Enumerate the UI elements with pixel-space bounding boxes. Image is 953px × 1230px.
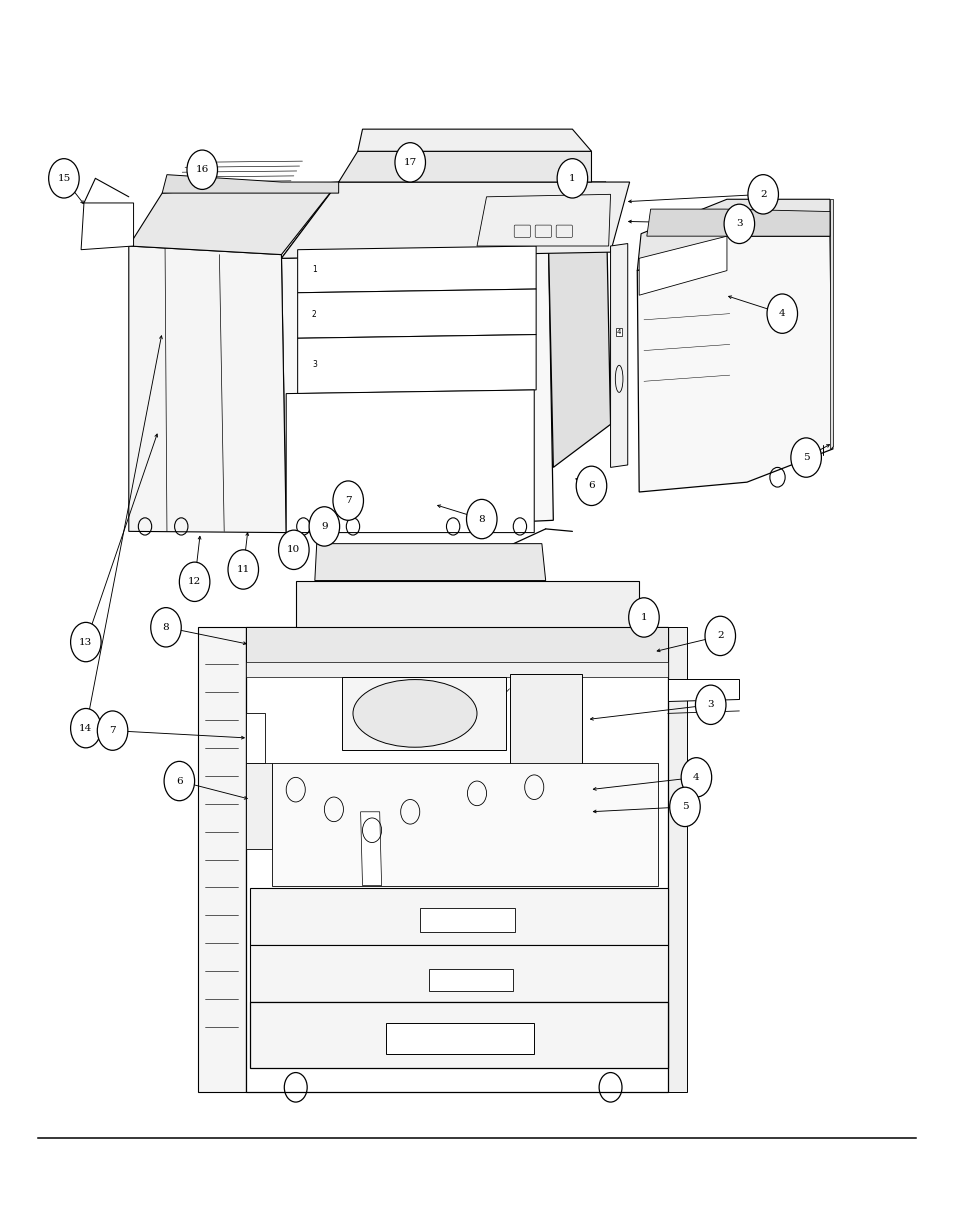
Text: 7: 7: [345, 496, 351, 506]
Polygon shape: [341, 676, 505, 750]
Circle shape: [151, 608, 181, 647]
Circle shape: [395, 143, 425, 182]
Text: 3: 3: [707, 700, 713, 710]
Circle shape: [790, 438, 821, 477]
Text: 5: 5: [681, 802, 687, 812]
Polygon shape: [297, 246, 536, 293]
Polygon shape: [129, 182, 338, 255]
Circle shape: [747, 175, 778, 214]
Polygon shape: [246, 627, 667, 664]
Text: 17: 17: [403, 157, 416, 167]
Circle shape: [71, 708, 101, 748]
Polygon shape: [360, 812, 381, 886]
Text: 4: 4: [617, 330, 620, 335]
Polygon shape: [667, 627, 686, 1092]
Text: 2: 2: [312, 310, 316, 319]
Circle shape: [187, 150, 217, 189]
Circle shape: [628, 598, 659, 637]
Circle shape: [669, 787, 700, 827]
Polygon shape: [246, 713, 265, 763]
Text: 8: 8: [478, 514, 484, 524]
Circle shape: [309, 507, 339, 546]
Text: 3: 3: [312, 360, 316, 369]
Text: 2: 2: [760, 189, 765, 199]
Circle shape: [557, 159, 587, 198]
Text: 9: 9: [321, 522, 327, 531]
Text: 16: 16: [195, 165, 209, 175]
Circle shape: [695, 685, 725, 724]
Polygon shape: [386, 1023, 534, 1054]
Polygon shape: [357, 129, 591, 151]
Text: 1: 1: [640, 613, 646, 622]
Text: 15: 15: [57, 173, 71, 183]
Polygon shape: [297, 335, 536, 394]
Polygon shape: [297, 289, 536, 338]
Text: 7: 7: [110, 726, 115, 736]
Text: 4: 4: [779, 309, 784, 319]
Text: 10: 10: [287, 545, 300, 555]
Polygon shape: [548, 182, 610, 467]
Polygon shape: [281, 182, 629, 258]
Polygon shape: [81, 203, 133, 250]
Polygon shape: [162, 175, 338, 193]
Circle shape: [766, 294, 797, 333]
Text: 14: 14: [79, 723, 92, 733]
Text: 5: 5: [802, 453, 808, 462]
Polygon shape: [295, 581, 639, 627]
Polygon shape: [272, 763, 658, 886]
Circle shape: [228, 550, 258, 589]
Circle shape: [71, 622, 101, 662]
Circle shape: [680, 758, 711, 797]
Text: 12: 12: [188, 577, 201, 587]
Polygon shape: [250, 945, 667, 1002]
Circle shape: [576, 466, 606, 506]
Circle shape: [49, 159, 79, 198]
Polygon shape: [286, 390, 534, 533]
Polygon shape: [637, 236, 832, 492]
Polygon shape: [281, 246, 553, 533]
Text: 8: 8: [163, 622, 169, 632]
Circle shape: [466, 499, 497, 539]
Polygon shape: [510, 674, 581, 769]
Circle shape: [97, 711, 128, 750]
Polygon shape: [829, 199, 832, 449]
Text: 1: 1: [312, 266, 316, 274]
Polygon shape: [281, 182, 605, 258]
Circle shape: [333, 481, 363, 520]
Polygon shape: [419, 908, 515, 932]
Circle shape: [278, 530, 309, 569]
Polygon shape: [129, 246, 286, 533]
Polygon shape: [246, 627, 667, 1092]
Polygon shape: [429, 969, 513, 991]
Polygon shape: [639, 236, 726, 295]
Polygon shape: [476, 194, 610, 246]
Circle shape: [179, 562, 210, 601]
Polygon shape: [338, 151, 591, 182]
Text: 11: 11: [236, 565, 250, 574]
Polygon shape: [250, 1002, 667, 1068]
Polygon shape: [637, 199, 829, 271]
Text: 6: 6: [588, 481, 594, 491]
Polygon shape: [198, 627, 246, 1092]
Text: 3: 3: [736, 219, 741, 229]
Ellipse shape: [353, 679, 476, 747]
Text: 4: 4: [693, 772, 699, 782]
Polygon shape: [246, 763, 272, 849]
Circle shape: [164, 761, 194, 801]
Polygon shape: [250, 888, 667, 945]
Polygon shape: [667, 679, 739, 701]
Text: 1: 1: [569, 173, 575, 183]
Polygon shape: [246, 662, 667, 676]
Polygon shape: [646, 209, 829, 236]
Circle shape: [723, 204, 754, 244]
Circle shape: [704, 616, 735, 656]
Text: 2: 2: [717, 631, 722, 641]
Text: 13: 13: [79, 637, 92, 647]
Text: 6: 6: [176, 776, 182, 786]
Polygon shape: [314, 544, 545, 581]
Polygon shape: [610, 244, 627, 467]
